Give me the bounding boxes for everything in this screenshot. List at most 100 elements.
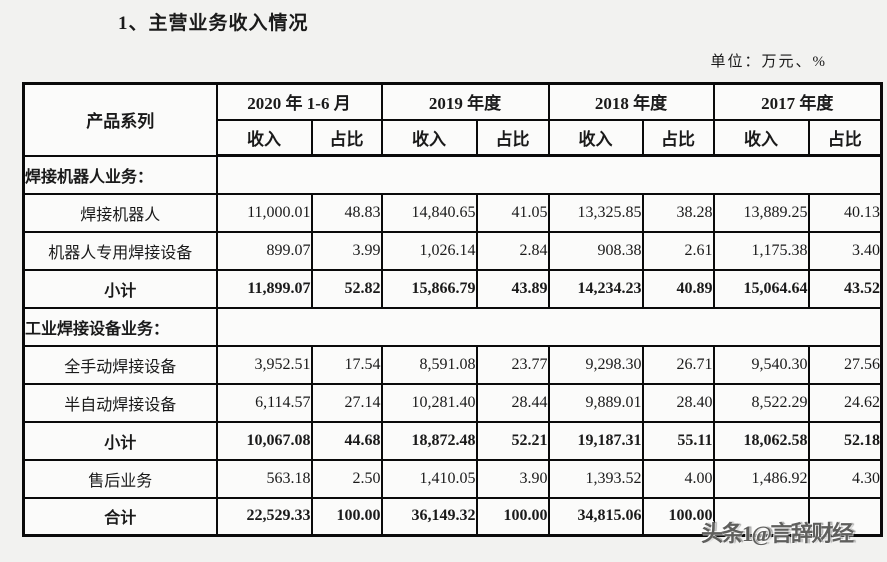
cell-income: 10,281.40 (380, 382, 478, 423)
cell-income: 15,064.64 (712, 268, 810, 309)
row-subtotal-robot-business: 小计 11,899.07 52.82 15,866.79 43.89 14,23… (22, 268, 883, 309)
row-subtotal-industrial-welding: 小计 10,067.08 44.68 18,872.48 52.21 19,18… (22, 420, 883, 461)
row-label: 合计 (22, 496, 218, 537)
subheader-income: 收入 (215, 118, 313, 157)
main-revenue-table: 产品系列 2020 年 1-6 月 2019 年度 2018 年度 2017 年… (22, 82, 884, 537)
cell-income: 9,298.30 (547, 344, 644, 385)
subheader-share: 占比 (475, 118, 550, 157)
cell-share: 28.44 (475, 382, 550, 423)
cell-share: 100.00 (475, 496, 550, 537)
cell-income: 14,234.23 (547, 268, 644, 309)
cell-income: 15,866.79 (380, 268, 478, 309)
cell-share: 2.61 (641, 230, 715, 271)
cell-income: 1,175.38 (712, 230, 810, 271)
row-semi-automatic-welding-equipment: 半自动焊接设备 6,114.57 27.14 10,281.40 28.44 9… (22, 382, 883, 423)
corner-header-product-series: 产品系列 (22, 82, 218, 157)
row-label: 焊接机器人 (22, 192, 218, 233)
cell-share: 23.77 (475, 344, 550, 385)
cell-share: 28.40 (641, 382, 715, 423)
row-after-sales-business: 售后业务 563.18 2.50 1,410.05 3.90 1,393.52 … (22, 458, 883, 499)
subheader-income: 收入 (712, 118, 810, 157)
cell-share: 43.52 (807, 268, 883, 309)
cell-income: 10,067.08 (215, 420, 313, 461)
row-label: 小计 (22, 420, 218, 461)
cell-share: 4.00 (641, 458, 715, 499)
cell-share: 3.90 (475, 458, 550, 499)
row-grand-total: 合计 22,529.33 100.00 36,149.32 100.00 34,… (22, 496, 883, 537)
row-label: 小计 (22, 268, 218, 309)
cell-share: 2.50 (310, 458, 383, 499)
row-welding-robot: 焊接机器人 11,000.01 48.83 14,840.65 41.05 13… (22, 192, 883, 233)
row-label: 半自动焊接设备 (22, 382, 218, 423)
cell-income-obscured (712, 496, 810, 537)
cell-income: 8,522.29 (712, 382, 810, 423)
cell-share: 40.89 (641, 268, 715, 309)
cell-share: 3.99 (310, 230, 383, 271)
cell-income: 36,149.32 (380, 496, 478, 537)
cell-income: 899.07 (215, 230, 313, 271)
cell-income: 1,486.92 (712, 458, 810, 499)
col-group-2020-h1: 2020 年 1-6 月 (215, 82, 383, 121)
cell-income: 13,889.25 (712, 192, 810, 233)
cell-share: 40.13 (807, 192, 883, 233)
cell-income: 563.18 (215, 458, 313, 499)
subheader-share: 占比 (641, 118, 715, 157)
row-label: 全手动焊接设备 (22, 344, 218, 385)
header-row-subheaders: 收入 占比 收入 占比 收入 占比 收入 占比 (24, 118, 883, 157)
cell-share: 100.00 (641, 496, 715, 537)
unit-note: 单位：万元、% (710, 54, 827, 70)
cell-share: 43.89 (475, 268, 550, 309)
row-label: 售后业务 (22, 458, 218, 499)
cell-income: 22,529.33 (215, 496, 313, 537)
section-label: 工业焊接设备业务： (22, 306, 218, 347)
row-full-manual-welding-equipment: 全手动焊接设备 3,952.51 17.54 8,591.08 23.77 9,… (22, 344, 883, 385)
cell-income: 18,872.48 (380, 420, 478, 461)
section-empty-span (215, 306, 883, 347)
row-section-industrial-welding-equipment-business: 工业焊接设备业务： (22, 306, 883, 347)
row-label: 机器人专用焊接设备 (22, 230, 218, 271)
cell-share: 52.21 (475, 420, 550, 461)
cell-income: 18,062.58 (712, 420, 810, 461)
cell-income: 8,591.08 (380, 344, 478, 385)
cell-share: 52.82 (310, 268, 383, 309)
cell-income: 19,187.31 (547, 420, 644, 461)
cell-share: 48.83 (310, 192, 383, 233)
cell-share: 55.11 (641, 420, 715, 461)
subheader-income: 收入 (380, 118, 478, 157)
cell-share: 3.40 (807, 230, 883, 271)
cell-share: 44.68 (310, 420, 383, 461)
subheader-share: 占比 (310, 118, 383, 157)
cell-income: 13,325.85 (547, 192, 644, 233)
cell-income: 6,114.57 (215, 382, 313, 423)
cell-share: 52.18 (807, 420, 883, 461)
cell-income: 3,952.51 (215, 344, 313, 385)
subheader-income: 收入 (547, 118, 644, 157)
cell-income: 14,840.65 (380, 192, 478, 233)
col-group-2017: 2017 年度 (712, 82, 883, 121)
cell-share-obscured (807, 496, 883, 537)
cell-share: 4.30 (807, 458, 883, 499)
cell-share: 38.28 (641, 192, 715, 233)
cell-income: 9,889.01 (547, 382, 644, 423)
page-title: 1、主营业务收入情况 (118, 13, 309, 34)
cell-share: 27.56 (807, 344, 883, 385)
cell-income: 1,410.05 (380, 458, 478, 499)
cell-income: 908.38 (547, 230, 644, 271)
row-robot-dedicated-welding-equipment: 机器人专用焊接设备 899.07 3.99 1,026.14 2.84 908.… (22, 230, 883, 271)
cell-share: 24.62 (807, 382, 883, 423)
subheader-share: 占比 (807, 118, 883, 157)
cell-share: 2.84 (475, 230, 550, 271)
cell-share: 41.05 (475, 192, 550, 233)
cell-income: 11,899.07 (215, 268, 313, 309)
col-group-2019: 2019 年度 (380, 82, 550, 121)
cell-income: 9,540.30 (712, 344, 810, 385)
cell-income: 34,815.06 (547, 496, 644, 537)
header-row-periods: 产品系列 2020 年 1-6 月 2019 年度 2018 年度 2017 年… (22, 82, 883, 157)
cell-share: 27.14 (310, 382, 383, 423)
cell-share: 26.71 (641, 344, 715, 385)
section-label: 焊接机器人业务： (22, 154, 218, 195)
cell-income: 1,026.14 (380, 230, 478, 271)
cell-income: 1,393.52 (547, 458, 644, 499)
cell-share: 17.54 (310, 344, 383, 385)
cell-income: 11,000.01 (215, 192, 313, 233)
